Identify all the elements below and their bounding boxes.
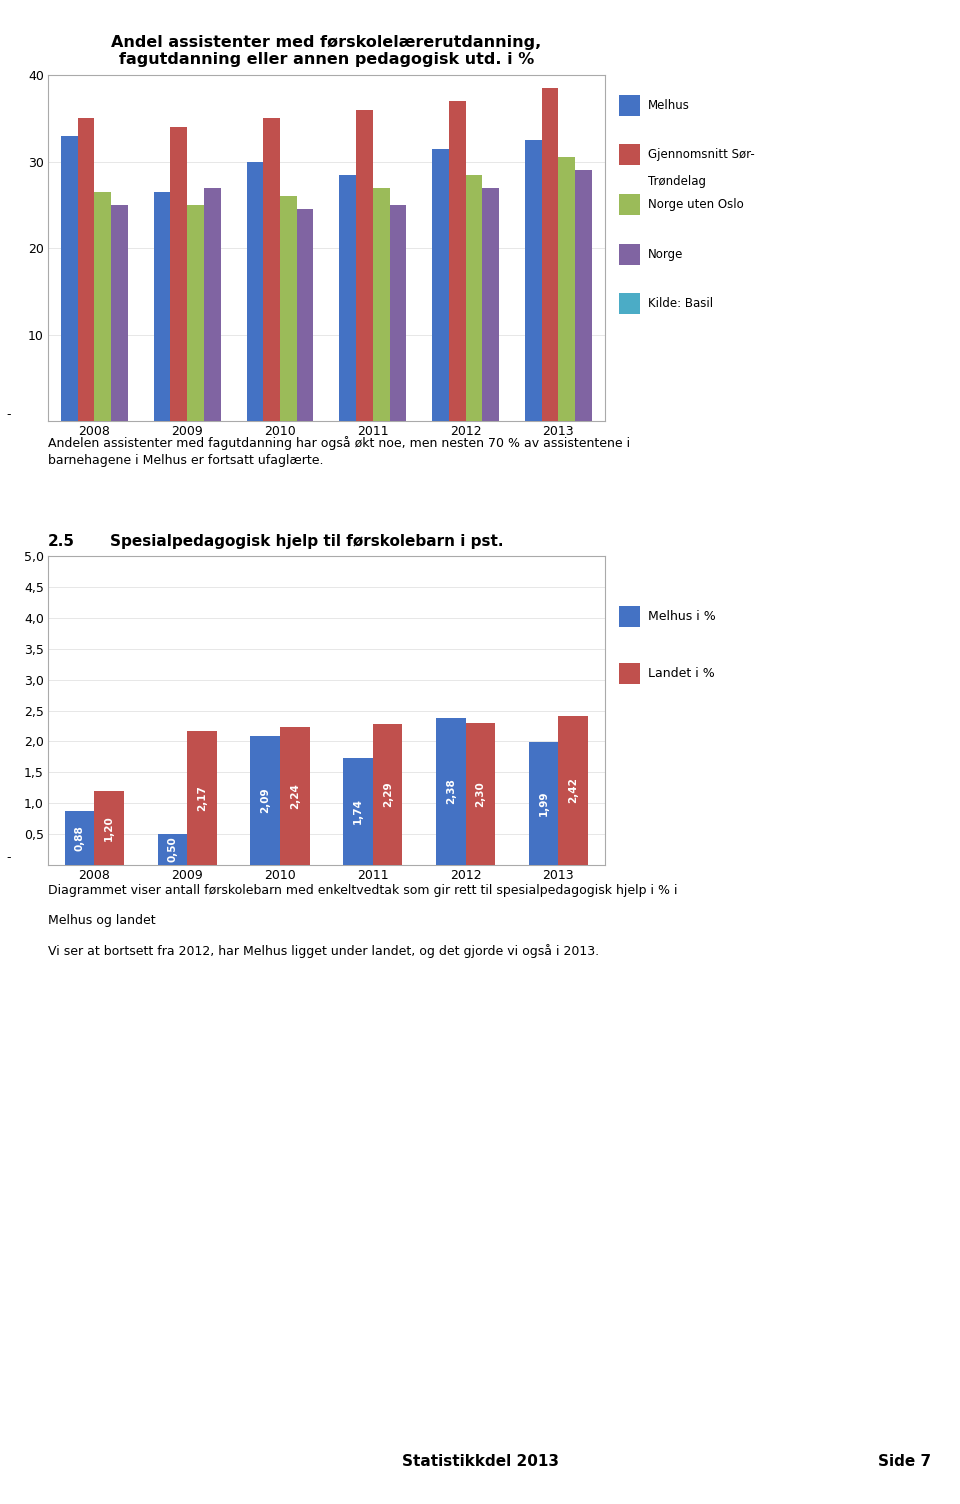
Text: 2,38: 2,38: [445, 779, 456, 805]
Text: Spesialpedagogisk hjelp til førskolebarn i pst.: Spesialpedagogisk hjelp til førskolebarn…: [110, 534, 504, 549]
Text: Gjennomsnitt Sør-: Gjennomsnitt Sør-: [648, 149, 755, 161]
Bar: [390, 205, 406, 421]
Bar: [171, 128, 187, 421]
Text: Trøndelag: Trøndelag: [648, 176, 706, 188]
Bar: [61, 135, 78, 421]
Bar: [154, 193, 171, 421]
Bar: [204, 188, 221, 421]
Text: Melhus: Melhus: [648, 99, 690, 111]
Bar: [157, 833, 187, 865]
Bar: [64, 811, 94, 865]
Bar: [111, 205, 128, 421]
Text: -: -: [0, 408, 12, 421]
Bar: [525, 140, 541, 421]
Bar: [187, 731, 217, 865]
Text: Vi ser at bortsett fra 2012, har Melhus ligget under landet, og det gjorde vi og: Vi ser at bortsett fra 2012, har Melhus …: [48, 945, 599, 958]
Text: 0,50: 0,50: [167, 836, 178, 862]
Text: 2,17: 2,17: [197, 785, 207, 811]
Text: 0,88: 0,88: [75, 824, 84, 851]
Bar: [541, 89, 559, 421]
Bar: [94, 193, 111, 421]
Bar: [251, 735, 280, 865]
Bar: [94, 791, 124, 865]
Bar: [466, 174, 482, 421]
Text: Statistikkdel 2013: Statistikkdel 2013: [401, 1454, 559, 1469]
Bar: [466, 723, 495, 865]
Bar: [297, 209, 313, 421]
Bar: [575, 170, 591, 421]
Text: Melhus og landet: Melhus og landet: [48, 914, 156, 928]
Bar: [343, 758, 372, 865]
Text: 1,99: 1,99: [539, 791, 548, 817]
Text: 2,30: 2,30: [475, 781, 486, 806]
Text: 2.5: 2.5: [48, 534, 75, 549]
Text: 2,29: 2,29: [383, 782, 393, 808]
Text: Diagrammet viser antall førskolebarn med enkeltvedtak som gir rett til spesialpe: Diagrammet viser antall førskolebarn med…: [48, 884, 678, 898]
Bar: [372, 188, 390, 421]
Text: 2,42: 2,42: [568, 778, 578, 803]
Text: Andelen assistenter med fagutdanning har også økt noe, men nesten 70 % av assist: Andelen assistenter med fagutdanning har…: [48, 436, 630, 468]
Text: Side 7: Side 7: [878, 1454, 931, 1469]
Bar: [559, 716, 588, 865]
Bar: [280, 197, 297, 421]
Bar: [247, 162, 263, 421]
Bar: [340, 174, 356, 421]
Text: Kilde: Basil: Kilde: Basil: [648, 298, 713, 310]
Bar: [280, 726, 310, 865]
Text: Melhus i %: Melhus i %: [648, 611, 716, 623]
Text: Norge: Norge: [648, 248, 684, 260]
Bar: [436, 717, 466, 865]
Bar: [449, 101, 466, 421]
Bar: [482, 188, 499, 421]
Bar: [559, 158, 575, 421]
Bar: [187, 205, 204, 421]
Text: 2,09: 2,09: [260, 788, 270, 814]
Title: Andel assistenter med førskolelærerutdanning,
fagutdanning eller annen pedagogis: Andel assistenter med førskolelærerutdan…: [111, 35, 541, 68]
Text: 2,24: 2,24: [290, 782, 300, 809]
Bar: [529, 741, 559, 865]
Text: -: -: [0, 851, 12, 865]
Bar: [372, 723, 402, 865]
Bar: [263, 119, 280, 421]
Text: 1,20: 1,20: [105, 815, 114, 841]
Bar: [356, 110, 372, 421]
Text: Landet i %: Landet i %: [648, 668, 715, 680]
Bar: [78, 119, 94, 421]
Bar: [432, 149, 449, 421]
Text: Norge uten Oslo: Norge uten Oslo: [648, 199, 744, 211]
Text: 1,74: 1,74: [353, 799, 363, 824]
